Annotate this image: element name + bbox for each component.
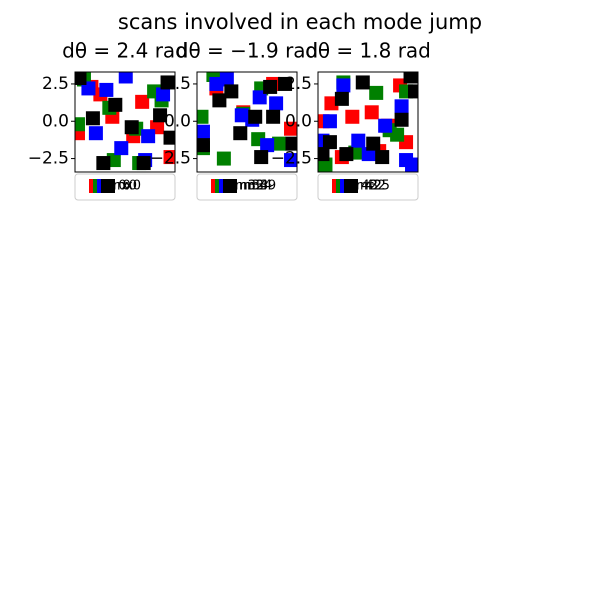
y-tick-label: −2.5	[28, 149, 69, 169]
point	[334, 91, 349, 106]
legend-label: m33	[239, 179, 268, 194]
point	[345, 109, 360, 124]
legend-label: r22	[364, 179, 386, 194]
subplot-title: dθ = 2.4 rad	[62, 39, 188, 63]
point	[336, 78, 351, 93]
legend-label: m34	[243, 179, 272, 194]
plot-area	[318, 72, 418, 172]
point	[339, 147, 354, 162]
point	[99, 82, 114, 97]
point	[278, 76, 293, 91]
legend-label: m32	[235, 179, 264, 194]
y-tick-label: −2.5	[150, 149, 191, 169]
point	[355, 75, 370, 90]
point	[269, 96, 284, 111]
point	[163, 130, 175, 145]
point	[75, 117, 85, 132]
point	[284, 121, 297, 136]
point	[224, 84, 239, 99]
point	[285, 136, 297, 151]
point	[85, 111, 100, 126]
point	[219, 72, 234, 87]
legend-marker	[344, 179, 358, 193]
y-tick-label: 0.0	[164, 111, 191, 131]
point	[366, 136, 381, 151]
point	[124, 120, 139, 135]
axes-frame	[74, 71, 176, 173]
point	[322, 135, 337, 150]
point	[284, 153, 297, 168]
subplot-title: dθ = 1.8 rad	[305, 39, 431, 63]
y-tick-label: 2.5	[164, 74, 191, 94]
point	[369, 85, 384, 100]
point	[233, 126, 248, 141]
y-tick-label: 2.5	[285, 74, 312, 94]
point	[394, 99, 409, 114]
point	[136, 156, 151, 171]
point	[212, 93, 227, 108]
legend-label: r0	[113, 179, 127, 194]
point	[248, 109, 263, 124]
legend-label: r0	[117, 179, 131, 194]
point	[96, 156, 111, 171]
point	[216, 151, 231, 166]
figure-title: scans involved in each mode jump	[118, 10, 482, 34]
point	[234, 108, 249, 123]
point	[375, 150, 390, 165]
legend-label: r25	[368, 179, 390, 194]
axes-frame	[196, 71, 298, 173]
point	[197, 124, 210, 139]
point	[156, 87, 171, 102]
point	[160, 75, 175, 90]
legend-label: m49	[247, 179, 276, 194]
point	[75, 72, 87, 85]
point	[118, 72, 133, 84]
legend-marker	[101, 179, 115, 193]
point	[135, 94, 150, 109]
point	[322, 114, 337, 129]
point	[263, 79, 278, 94]
point	[272, 136, 287, 151]
point	[378, 118, 393, 133]
point	[141, 129, 156, 144]
subplot-title: dθ = −1.9 rad	[176, 39, 319, 63]
point	[75, 126, 85, 141]
axes-frame	[317, 71, 419, 173]
y-tick-label: 2.5	[42, 74, 69, 94]
point	[163, 150, 175, 165]
point	[114, 141, 129, 156]
point	[254, 150, 269, 165]
point	[394, 112, 409, 127]
point	[403, 72, 418, 84]
point	[108, 97, 123, 112]
point	[408, 84, 418, 99]
point	[364, 105, 379, 120]
point	[197, 138, 210, 153]
point	[351, 133, 366, 148]
y-tick-label: 0.0	[42, 111, 69, 131]
point	[260, 138, 275, 153]
point	[318, 147, 330, 162]
point	[390, 127, 405, 142]
point	[88, 126, 103, 141]
legend-label: x0	[121, 179, 137, 194]
point	[153, 108, 168, 123]
legend-marker	[223, 179, 237, 193]
plot-area	[197, 72, 297, 168]
point	[197, 109, 209, 124]
point	[405, 157, 418, 172]
legend-label: x0	[125, 179, 141, 194]
legend-label: r43	[356, 179, 378, 194]
point	[266, 109, 281, 124]
legend-label: r42	[360, 179, 382, 194]
y-tick-label: −2.5	[271, 149, 312, 169]
plot-area	[75, 72, 175, 171]
y-tick-label: 0.0	[285, 111, 312, 131]
